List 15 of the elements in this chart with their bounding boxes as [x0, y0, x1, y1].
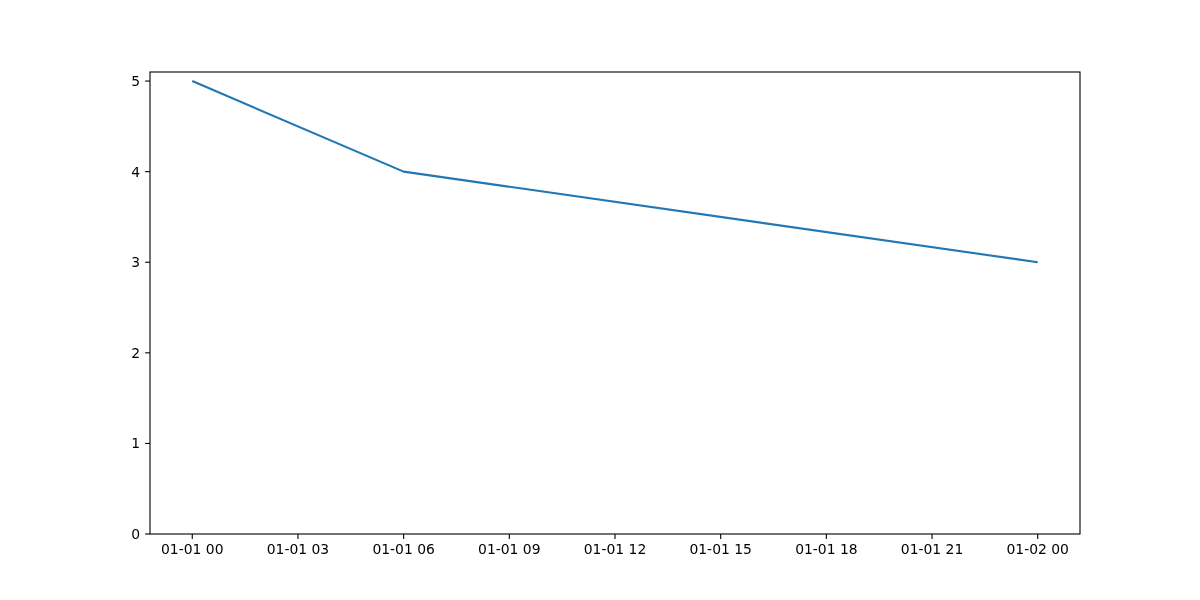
y-tick-label: 4	[131, 163, 141, 180]
y-tick-label: 1	[131, 435, 141, 452]
x-tick-label: 01-01 21	[900, 541, 964, 558]
x-tick-label: 01-01 09	[478, 541, 541, 558]
x-tick-label: 01-01 18	[795, 541, 858, 558]
x-tick-label: 01-01 06	[372, 541, 435, 558]
x-tick-label: 01-01 00	[161, 541, 224, 558]
y-tick-label: 5	[131, 73, 141, 90]
x-tick-label: 01-01 12	[583, 541, 647, 558]
y-tick-label: 2	[131, 344, 141, 361]
y-tick-label: 3	[131, 254, 141, 271]
x-tick-label: 01-02 00	[1006, 541, 1069, 558]
y-tick-label: 0	[131, 526, 141, 542]
x-tick-label: 01-01 03	[266, 541, 330, 558]
x-tick-label: 01-01 15	[689, 541, 752, 558]
